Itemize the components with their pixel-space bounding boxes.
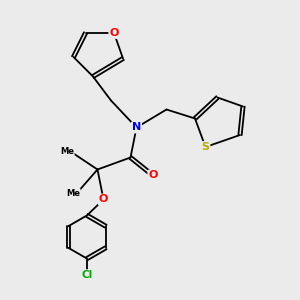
Text: O: O: [109, 28, 119, 38]
Text: N: N: [132, 122, 141, 133]
Text: Me: Me: [66, 189, 80, 198]
Text: O: O: [99, 194, 108, 205]
Text: S: S: [202, 142, 209, 152]
Text: Me: Me: [60, 147, 74, 156]
Text: O: O: [148, 170, 158, 181]
Text: Cl: Cl: [81, 270, 93, 280]
